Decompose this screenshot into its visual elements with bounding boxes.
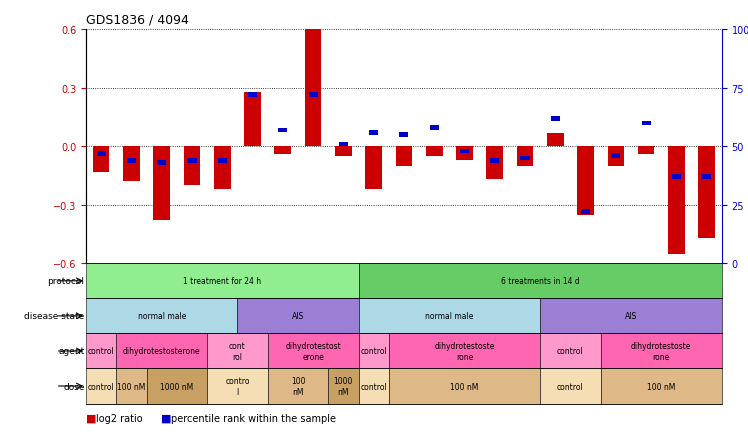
Text: 1000 nM: 1000 nM bbox=[160, 381, 194, 391]
Bar bbox=[237, 299, 358, 334]
Bar bbox=[581, 210, 590, 215]
Bar bbox=[358, 264, 722, 299]
Bar bbox=[328, 368, 358, 404]
Bar bbox=[218, 158, 227, 164]
Text: agent: agent bbox=[58, 347, 85, 355]
Text: dihydrotestoste
rone: dihydrotestoste rone bbox=[631, 342, 691, 361]
Text: 100 nM: 100 nM bbox=[647, 381, 675, 391]
Bar bbox=[396, 147, 412, 167]
Bar bbox=[335, 147, 352, 157]
Bar bbox=[702, 175, 711, 180]
Text: control: control bbox=[557, 381, 584, 391]
Bar bbox=[248, 93, 257, 98]
Bar bbox=[699, 147, 715, 238]
Bar bbox=[358, 299, 540, 334]
Bar bbox=[153, 147, 170, 221]
Bar bbox=[339, 142, 348, 147]
Text: GDS1836 / 4094: GDS1836 / 4094 bbox=[86, 13, 189, 26]
Bar bbox=[540, 334, 601, 368]
Bar bbox=[460, 149, 469, 154]
Text: log2 ratio: log2 ratio bbox=[96, 413, 142, 423]
Bar bbox=[96, 151, 105, 156]
Bar bbox=[268, 368, 328, 404]
Text: dose: dose bbox=[63, 381, 85, 391]
Bar bbox=[116, 368, 147, 404]
Text: control: control bbox=[88, 347, 114, 355]
Text: ■: ■ bbox=[161, 413, 175, 423]
Text: dihydrotestosterone: dihydrotestosterone bbox=[123, 347, 200, 355]
Bar bbox=[456, 147, 473, 161]
Text: 6 treatments in 14 d: 6 treatments in 14 d bbox=[501, 276, 580, 286]
Bar bbox=[147, 368, 207, 404]
Bar bbox=[638, 147, 654, 155]
Bar bbox=[577, 147, 594, 215]
Bar bbox=[399, 133, 408, 138]
Text: 100 nM: 100 nM bbox=[117, 381, 146, 391]
Bar bbox=[244, 92, 261, 147]
Bar bbox=[668, 147, 684, 254]
Bar bbox=[358, 368, 389, 404]
Bar bbox=[429, 126, 439, 131]
Bar bbox=[672, 175, 681, 180]
Bar bbox=[127, 158, 136, 164]
Bar bbox=[365, 147, 382, 190]
Bar bbox=[642, 121, 651, 126]
Bar bbox=[389, 368, 540, 404]
Bar bbox=[86, 299, 237, 334]
Text: disease state: disease state bbox=[24, 312, 85, 321]
Text: protocol: protocol bbox=[48, 276, 85, 286]
Text: 1000
nM: 1000 nM bbox=[334, 376, 353, 396]
Bar bbox=[521, 156, 530, 161]
Bar bbox=[389, 334, 540, 368]
Bar bbox=[86, 264, 358, 299]
Text: 100
nM: 100 nM bbox=[291, 376, 305, 396]
Bar bbox=[116, 334, 207, 368]
Text: dihydrotestoste
rone: dihydrotestoste rone bbox=[435, 342, 494, 361]
Bar bbox=[278, 128, 287, 133]
Bar bbox=[207, 334, 268, 368]
Bar bbox=[601, 368, 722, 404]
Bar bbox=[611, 154, 620, 159]
Bar bbox=[184, 147, 200, 186]
Text: normal male: normal male bbox=[425, 312, 473, 321]
Bar bbox=[540, 368, 601, 404]
Bar bbox=[547, 133, 564, 147]
Bar bbox=[308, 93, 318, 98]
Text: ■: ■ bbox=[86, 413, 100, 423]
Bar bbox=[540, 299, 722, 334]
Text: control: control bbox=[361, 381, 387, 391]
Bar bbox=[517, 147, 533, 167]
Bar bbox=[369, 131, 378, 135]
Bar bbox=[214, 147, 230, 190]
Bar bbox=[188, 158, 197, 164]
Bar bbox=[86, 368, 116, 404]
Bar bbox=[607, 147, 624, 167]
Text: cont
rol: cont rol bbox=[229, 342, 246, 361]
Bar bbox=[207, 368, 268, 404]
Bar bbox=[157, 161, 166, 166]
Bar bbox=[426, 147, 443, 157]
Bar bbox=[486, 147, 503, 180]
Text: percentile rank within the sample: percentile rank within the sample bbox=[171, 413, 336, 423]
Bar bbox=[275, 147, 291, 155]
Text: dihydrotestost
erone: dihydrotestost erone bbox=[285, 342, 341, 361]
Text: control: control bbox=[557, 347, 584, 355]
Text: AIS: AIS bbox=[625, 312, 637, 321]
Text: contro
l: contro l bbox=[225, 376, 250, 396]
Bar bbox=[358, 334, 389, 368]
Text: control: control bbox=[88, 381, 114, 391]
Text: 100 nM: 100 nM bbox=[450, 381, 479, 391]
Bar bbox=[268, 334, 358, 368]
Bar bbox=[551, 117, 560, 122]
Bar bbox=[86, 334, 116, 368]
Bar bbox=[601, 334, 722, 368]
Text: control: control bbox=[361, 347, 387, 355]
Bar bbox=[123, 147, 140, 182]
Text: normal male: normal male bbox=[138, 312, 186, 321]
Text: AIS: AIS bbox=[292, 312, 304, 321]
Text: 1 treatment for 24 h: 1 treatment for 24 h bbox=[183, 276, 261, 286]
Bar bbox=[490, 158, 499, 164]
Bar bbox=[93, 147, 109, 172]
Bar bbox=[304, 30, 322, 147]
